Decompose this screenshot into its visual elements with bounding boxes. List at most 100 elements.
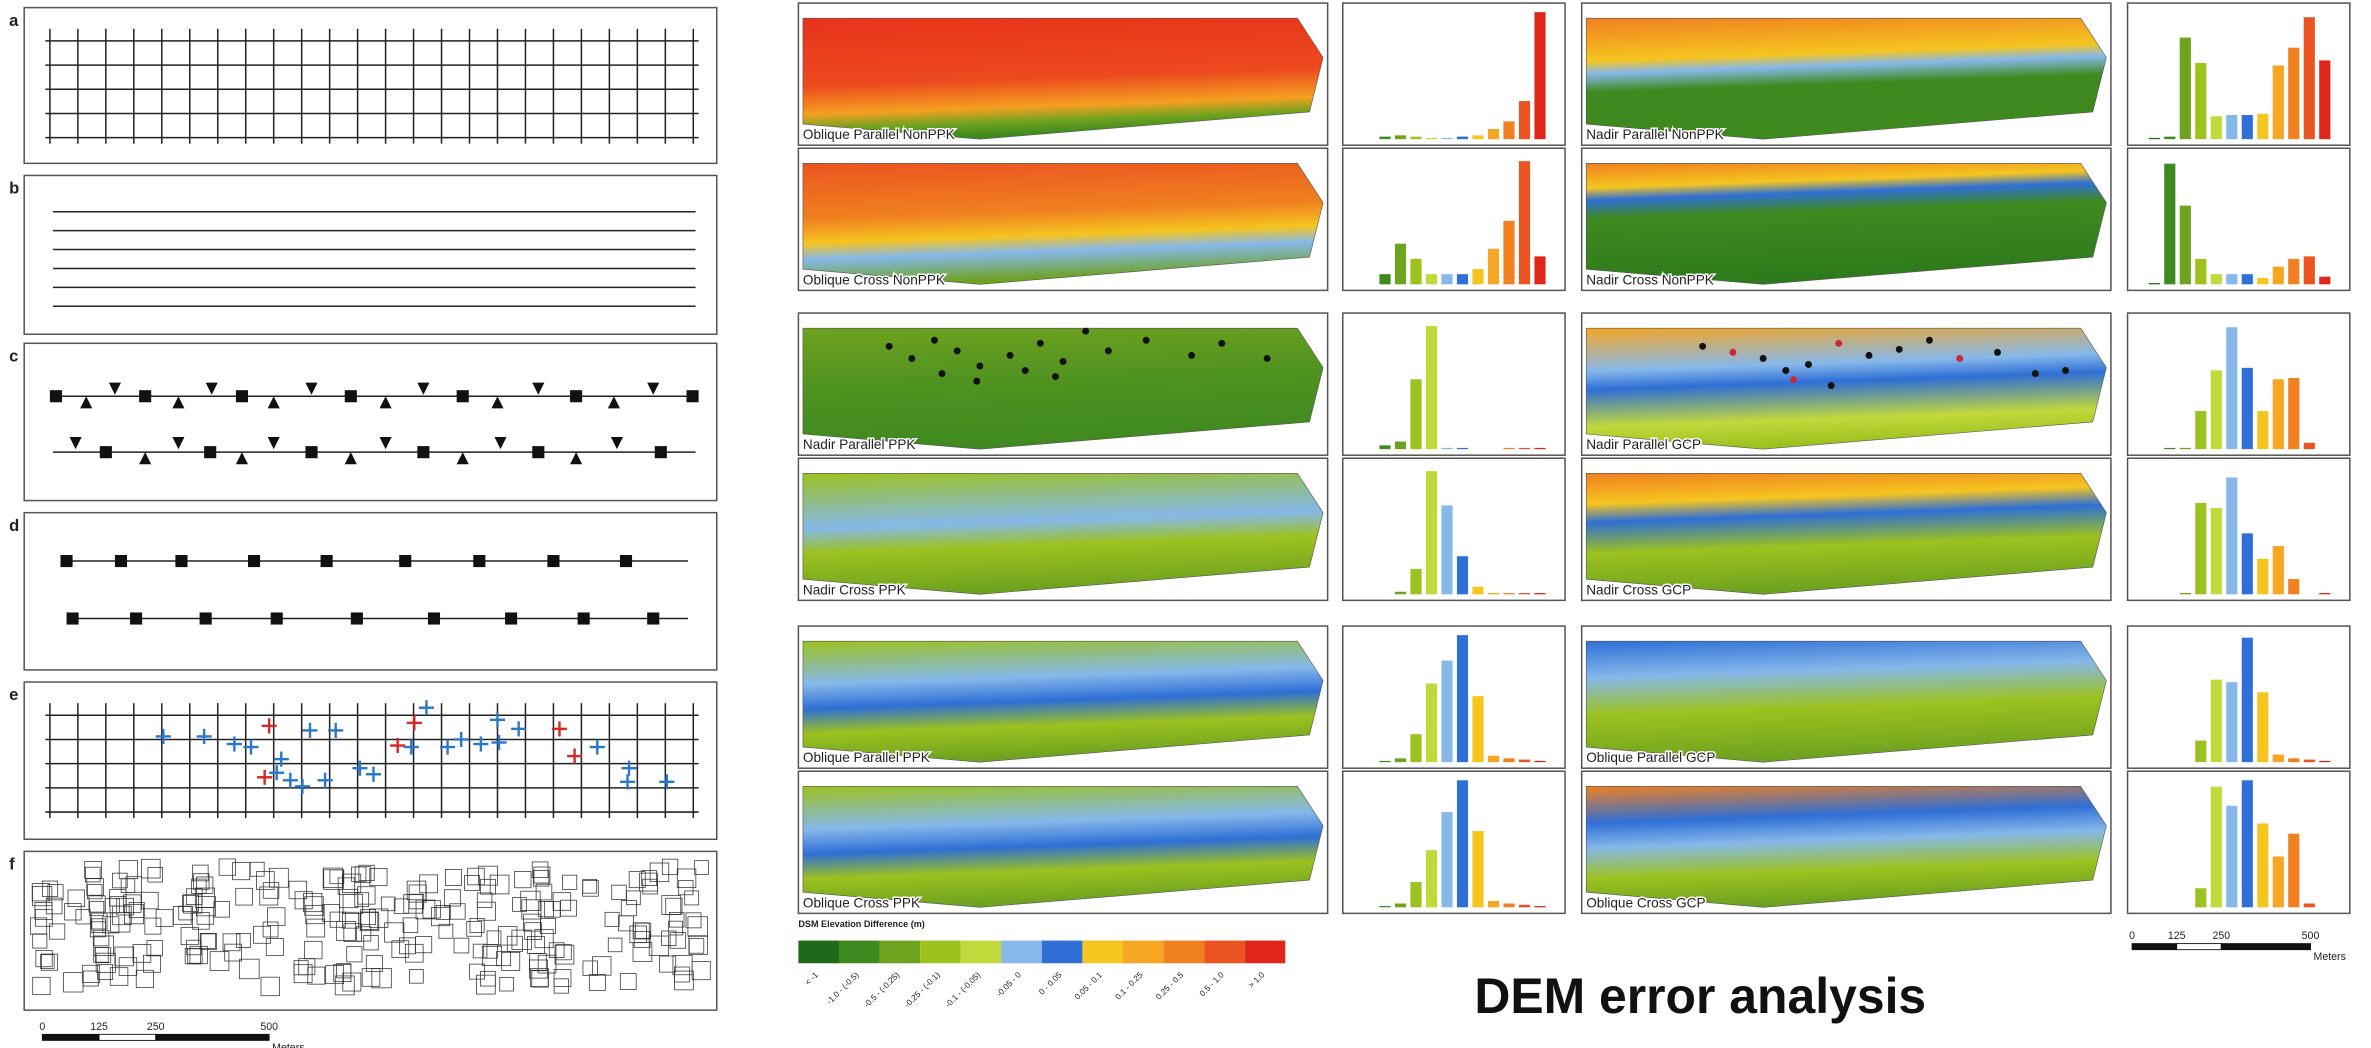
legend-swatch <box>1001 941 1042 964</box>
control-point <box>2062 367 2069 374</box>
histogram-bar <box>1441 505 1452 594</box>
scale-segment <box>42 1034 99 1040</box>
histogram-bar <box>2164 164 2175 285</box>
histogram-bar <box>1488 901 1499 907</box>
histogram-bar <box>1503 121 1514 139</box>
histogram-bar <box>2288 378 2299 449</box>
legend-label: < -1 <box>803 969 821 987</box>
histogram-bar <box>2242 274 2253 284</box>
map-label: Nadir Parallel GCP <box>1586 437 1701 452</box>
histogram-bar <box>1379 445 1390 449</box>
histogram-bar <box>2319 277 2330 285</box>
histogram-bar <box>1503 593 1514 594</box>
histogram-bar <box>1410 137 1421 140</box>
map-label: Oblique Cross GCP <box>1586 895 1705 910</box>
camera-station <box>139 390 151 402</box>
histogram-bar <box>1519 905 1530 908</box>
histogram-bar <box>1410 259 1421 284</box>
legend-label: -0.1 - (-0.05) <box>943 970 983 1010</box>
histogram-bar <box>1426 850 1437 907</box>
histogram-bar <box>2288 834 2299 908</box>
camera-station <box>271 612 283 624</box>
control-point <box>1105 347 1112 354</box>
legend-swatch <box>961 941 1002 964</box>
histogram-bar <box>2273 755 2284 763</box>
histogram-bar <box>2195 63 2206 139</box>
map-label: Oblique Parallel NonPPK <box>803 127 955 142</box>
camera-station <box>248 555 260 567</box>
scale-label: 125 <box>2168 930 2186 942</box>
histogram-bar <box>2242 780 2253 907</box>
histogram-box <box>2128 148 2350 290</box>
legend-swatch <box>1123 941 1164 964</box>
histogram-bar <box>2319 60 2330 139</box>
legend-swatch <box>1204 941 1245 964</box>
histogram-bar <box>2226 477 2237 594</box>
histogram-bar <box>1441 812 1452 907</box>
histogram-bar <box>1534 256 1545 284</box>
histogram-bar <box>2304 443 2315 449</box>
legend-label: 0.1 - 0.25 <box>1113 969 1145 1001</box>
histogram-box <box>2128 313 2350 455</box>
histogram-box <box>1343 771 1565 913</box>
histogram-box <box>2128 626 2350 768</box>
histogram-bar <box>1503 904 1514 908</box>
histogram-bar <box>2288 579 2299 594</box>
histogram-bar <box>1426 274 1437 284</box>
histogram-bar <box>1395 904 1406 908</box>
histogram-bar <box>2195 411 2206 449</box>
legend-label: 0 - 0.05 <box>1037 969 1064 996</box>
histogram-bar <box>1457 274 1468 284</box>
control-point <box>1729 349 1736 356</box>
camera-station <box>67 612 79 624</box>
histogram-bar <box>1519 161 1530 284</box>
histogram-bar <box>1534 761 1545 762</box>
scale-segment <box>2177 944 2222 950</box>
control-point <box>1782 367 1789 374</box>
histogram-bar <box>1457 780 1468 907</box>
figure: DEM error analysis DSM Elevation Differe… <box>0 0 2371 1048</box>
panel-box <box>24 175 717 334</box>
histogram-bar <box>1472 587 1483 595</box>
camera-station <box>620 555 632 567</box>
control-point <box>1956 355 1963 362</box>
histogram-bar <box>1534 593 1545 594</box>
histogram-box <box>1343 458 1565 600</box>
histogram-bar <box>2195 503 2206 594</box>
control-point <box>1037 340 1044 347</box>
histogram-bar <box>2304 17 2315 139</box>
histogram-bar <box>1379 761 1390 762</box>
histogram-bar <box>1472 135 1483 139</box>
histogram-bar <box>2304 256 2315 284</box>
histogram-bar <box>1503 221 1514 285</box>
camera-station <box>399 555 411 567</box>
control-point <box>1828 382 1835 389</box>
legend-swatch <box>880 941 921 964</box>
camera-station <box>351 612 363 624</box>
histogram-bar <box>1441 661 1452 763</box>
scale-segment <box>2221 944 2310 950</box>
control-point <box>973 378 980 385</box>
legend-swatch <box>1245 941 1286 964</box>
control-point <box>1805 361 1812 368</box>
control-point <box>1143 337 1150 344</box>
histogram-bar <box>2319 593 2330 594</box>
camera-station <box>532 446 544 458</box>
histogram-box <box>1343 313 1565 455</box>
control-point <box>1052 373 1059 380</box>
histogram-bar <box>1488 129 1499 139</box>
histogram-bar <box>1457 635 1468 762</box>
panel-box <box>24 682 717 839</box>
panel-box <box>24 8 717 164</box>
histogram-bar <box>2164 137 2175 140</box>
histogram-bar <box>2242 638 2253 762</box>
histogram-bar <box>2226 274 2237 284</box>
histogram-bar <box>1457 556 1468 594</box>
camera-station <box>505 612 517 624</box>
control-point <box>1082 328 1089 335</box>
histogram-bar <box>1457 137 1468 140</box>
histogram-bar <box>2211 370 2222 449</box>
control-point <box>1926 337 1933 344</box>
control-point <box>1790 376 1797 383</box>
histogram-bar <box>1395 244 1406 285</box>
